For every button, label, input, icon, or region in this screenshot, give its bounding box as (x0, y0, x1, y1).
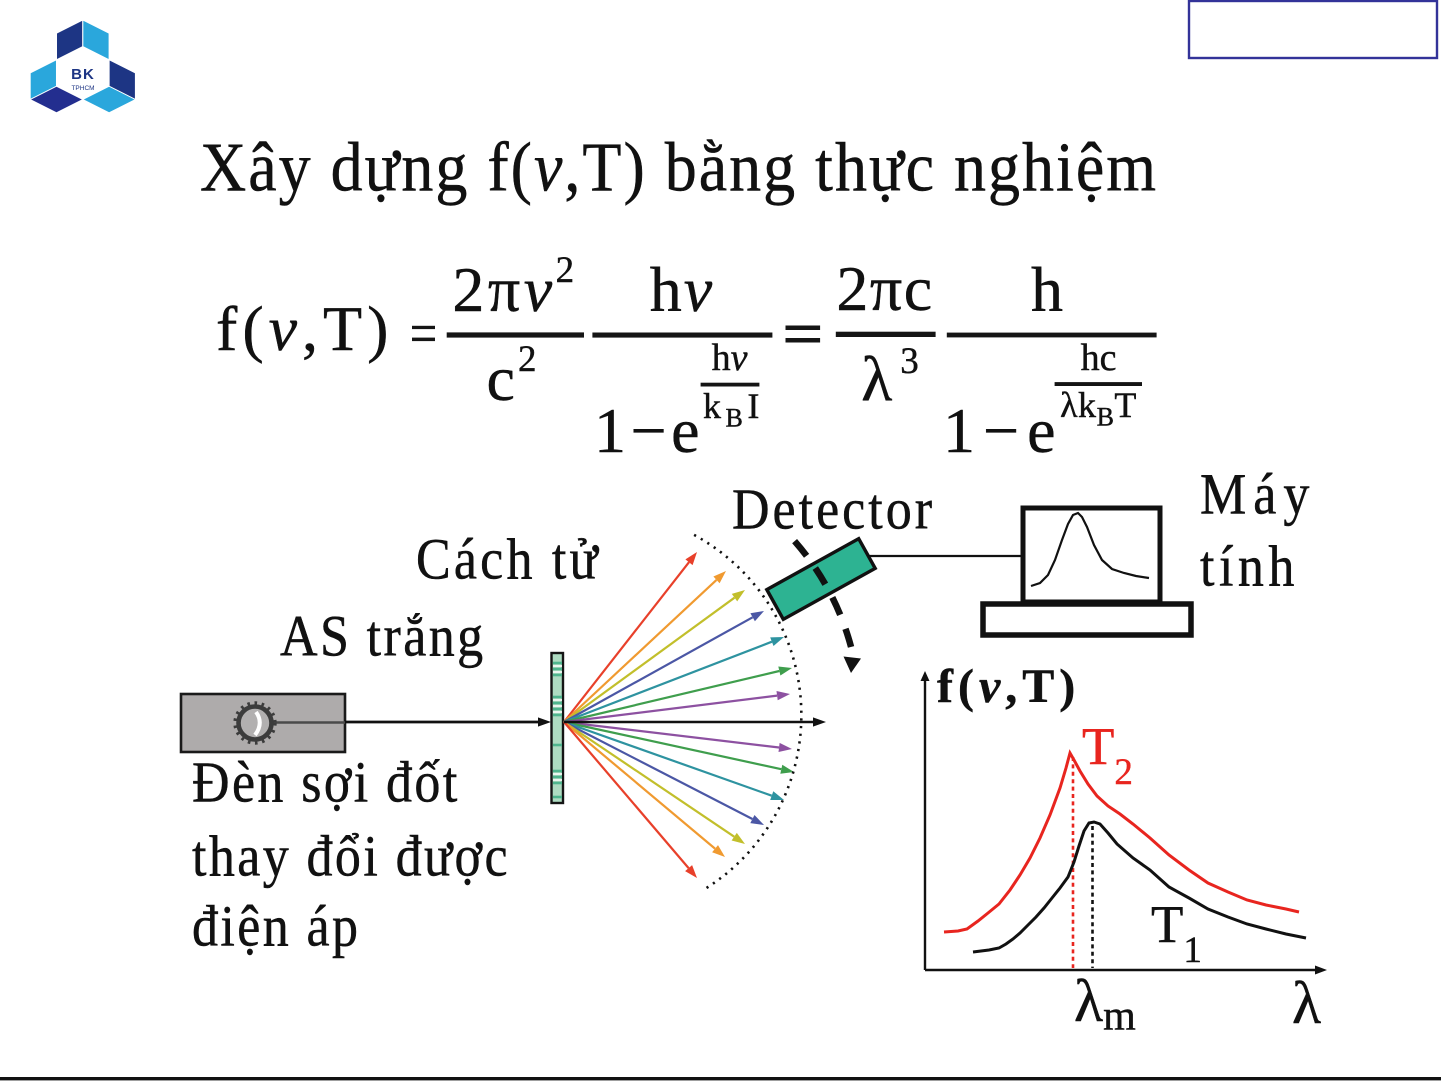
svg-text:TPHCM: TPHCM (71, 85, 94, 92)
svg-text:BK: BK (71, 66, 95, 83)
